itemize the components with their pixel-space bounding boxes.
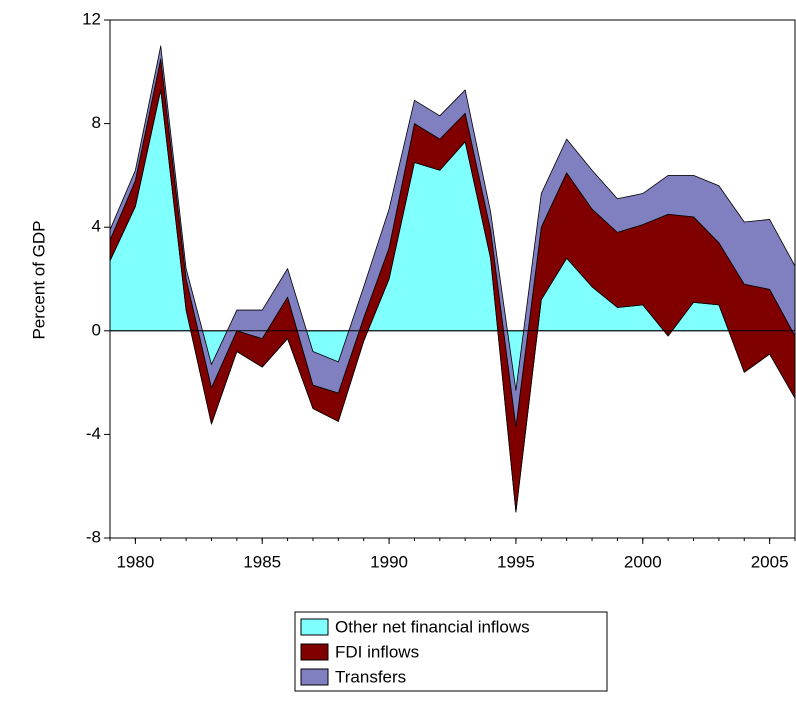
x-tick-label: 2000: [624, 552, 662, 571]
y-tick-label: -4: [86, 424, 101, 443]
legend-box: [294, 611, 608, 692]
legend-label: Other net financial inflows: [335, 617, 530, 636]
x-tick-label: 2005: [751, 552, 789, 571]
legend-label: Transfers: [335, 667, 406, 686]
legend-label: FDI inflows: [335, 642, 419, 661]
x-tick-label: 1990: [370, 552, 408, 571]
legend-swatch: [300, 618, 329, 636]
y-axis-label: Percent of GDP: [29, 220, 48, 339]
y-tick-label: 4: [92, 217, 101, 236]
x-tick-label: 1985: [243, 552, 281, 571]
legend-swatch: [300, 668, 329, 686]
plot-frame: [109, 19, 796, 539]
y-tick-label: 0: [92, 320, 101, 339]
y-tick-label: -8: [86, 527, 101, 546]
x-tick-label: 1980: [116, 552, 154, 571]
legend-swatch: [300, 643, 329, 661]
x-tick-label: 1995: [497, 552, 535, 571]
y-tick-label: 12: [82, 9, 101, 28]
y-tick-label: 8: [92, 113, 101, 132]
